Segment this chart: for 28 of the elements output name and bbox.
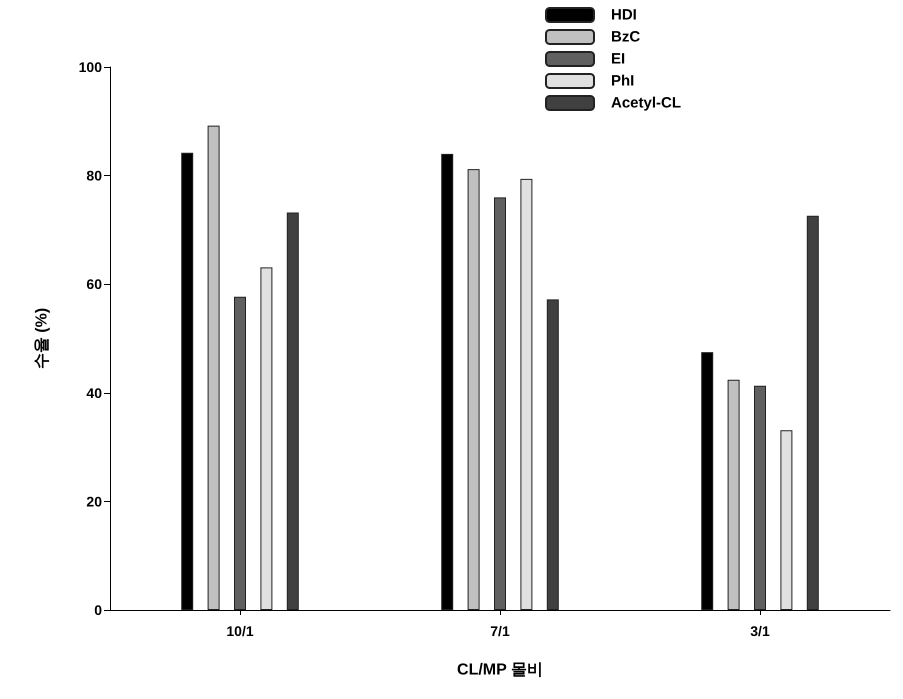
bar xyxy=(728,380,740,610)
legend-label: EI xyxy=(611,50,626,68)
legend-label: Acetyl-CL xyxy=(611,94,682,112)
bar xyxy=(780,430,792,610)
bar xyxy=(260,267,272,610)
x-tick-label: 3/1 xyxy=(750,623,770,639)
bar xyxy=(806,216,819,610)
y-tick-label: 60 xyxy=(86,276,102,292)
y-tick-label: 100 xyxy=(78,59,102,75)
y-tick-label: 40 xyxy=(86,384,102,401)
y-tick-label: 20 xyxy=(86,493,102,510)
bar xyxy=(546,299,559,610)
bar xyxy=(520,178,532,610)
x-tick-label: 10/1 xyxy=(226,623,254,639)
y-tick-label: 80 xyxy=(86,168,102,184)
bar xyxy=(754,386,766,610)
y-axis-title: 수율 (%) xyxy=(34,308,50,370)
x-tick-label: 7/1 xyxy=(490,623,510,639)
legend-label: PhI xyxy=(611,72,634,90)
x-axis-title: CL/MP 몰비 xyxy=(457,662,543,678)
bar xyxy=(286,212,299,610)
bar xyxy=(234,296,246,610)
legend-label: BzC xyxy=(611,28,640,46)
bar xyxy=(494,197,506,610)
bar xyxy=(468,169,480,610)
bar xyxy=(208,126,220,610)
legend-label: HDI xyxy=(611,6,637,24)
y-tick-label: 0 xyxy=(94,602,102,618)
